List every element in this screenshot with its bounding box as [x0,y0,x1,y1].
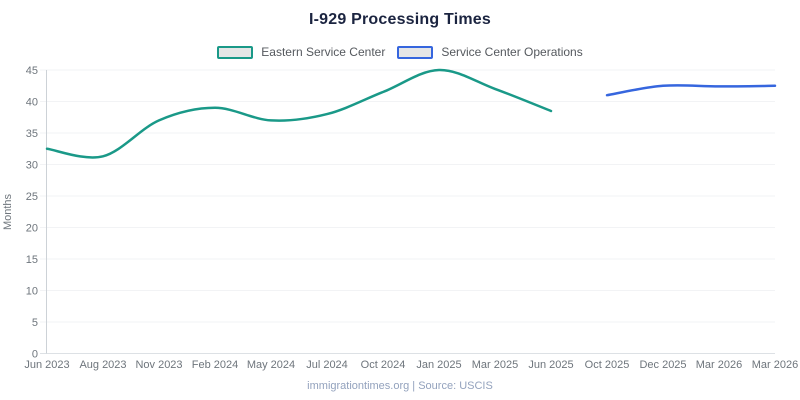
x-tick-label: Jun 2025 [528,359,573,371]
x-tick-label: Mar 2026 [752,359,798,371]
line-chart-canvas: 0 5 10 15 20 25 30 35 40 45 Months Jun 2023 Aug 2023… [2,65,798,371]
legend-label-eastern: Eastern Service Center [261,45,386,59]
series-line-eastern-service-center[interactable] [45,68,553,159]
x-tick-label: Oct 2025 [585,359,630,371]
x-tick-label: Oct 2024 [361,359,406,371]
y-tick-label: 25 [26,191,38,203]
legend: Eastern Service Center Service Center Op… [0,45,800,59]
legend-item-eastern-service-center[interactable]: Eastern Service Center [217,45,385,59]
y-tick-label: 45 [26,65,38,77]
y-tick-label: 15 [26,254,38,266]
y-axis-title: Months [2,193,14,230]
x-tick-label: Mar 2025 [472,359,518,371]
y-tick-label: 35 [26,128,38,140]
series-line-service-center-operations[interactable] [605,84,777,97]
x-tick-label: Nov 2023 [135,359,182,371]
legend-swatch-eastern-icon [217,45,254,59]
y-tick-label: 20 [26,223,38,235]
chart-title: I-929 Processing Times [309,11,491,28]
y-tick-label: 30 [26,160,38,172]
x-tick-label: Mar 2026 [696,359,742,371]
footer-attribution: immigrationtimes.org | Source: USCIS [307,380,493,392]
y-tick-label: 5 [32,317,38,329]
x-tick-label: Jul 2024 [306,359,348,371]
y-tick-label: 0 [32,349,38,361]
legend-item-service-center-operations[interactable]: Service Center Operations [397,45,583,59]
x-tick-label: Jun 2023 [24,359,69,371]
x-tick-label: May 2024 [247,359,295,371]
y-tick-label: 10 [26,286,38,298]
legend-label-operations: Service Center Operations [441,45,583,59]
y-tick-label: 40 [26,97,38,109]
legend-swatch-operations-icon [397,45,434,59]
x-tick-label: Aug 2023 [79,359,126,371]
x-tick-label: Jan 2025 [416,359,461,371]
x-tick-label: Dec 2025 [639,359,686,371]
x-tick-label: Feb 2024 [192,359,238,371]
